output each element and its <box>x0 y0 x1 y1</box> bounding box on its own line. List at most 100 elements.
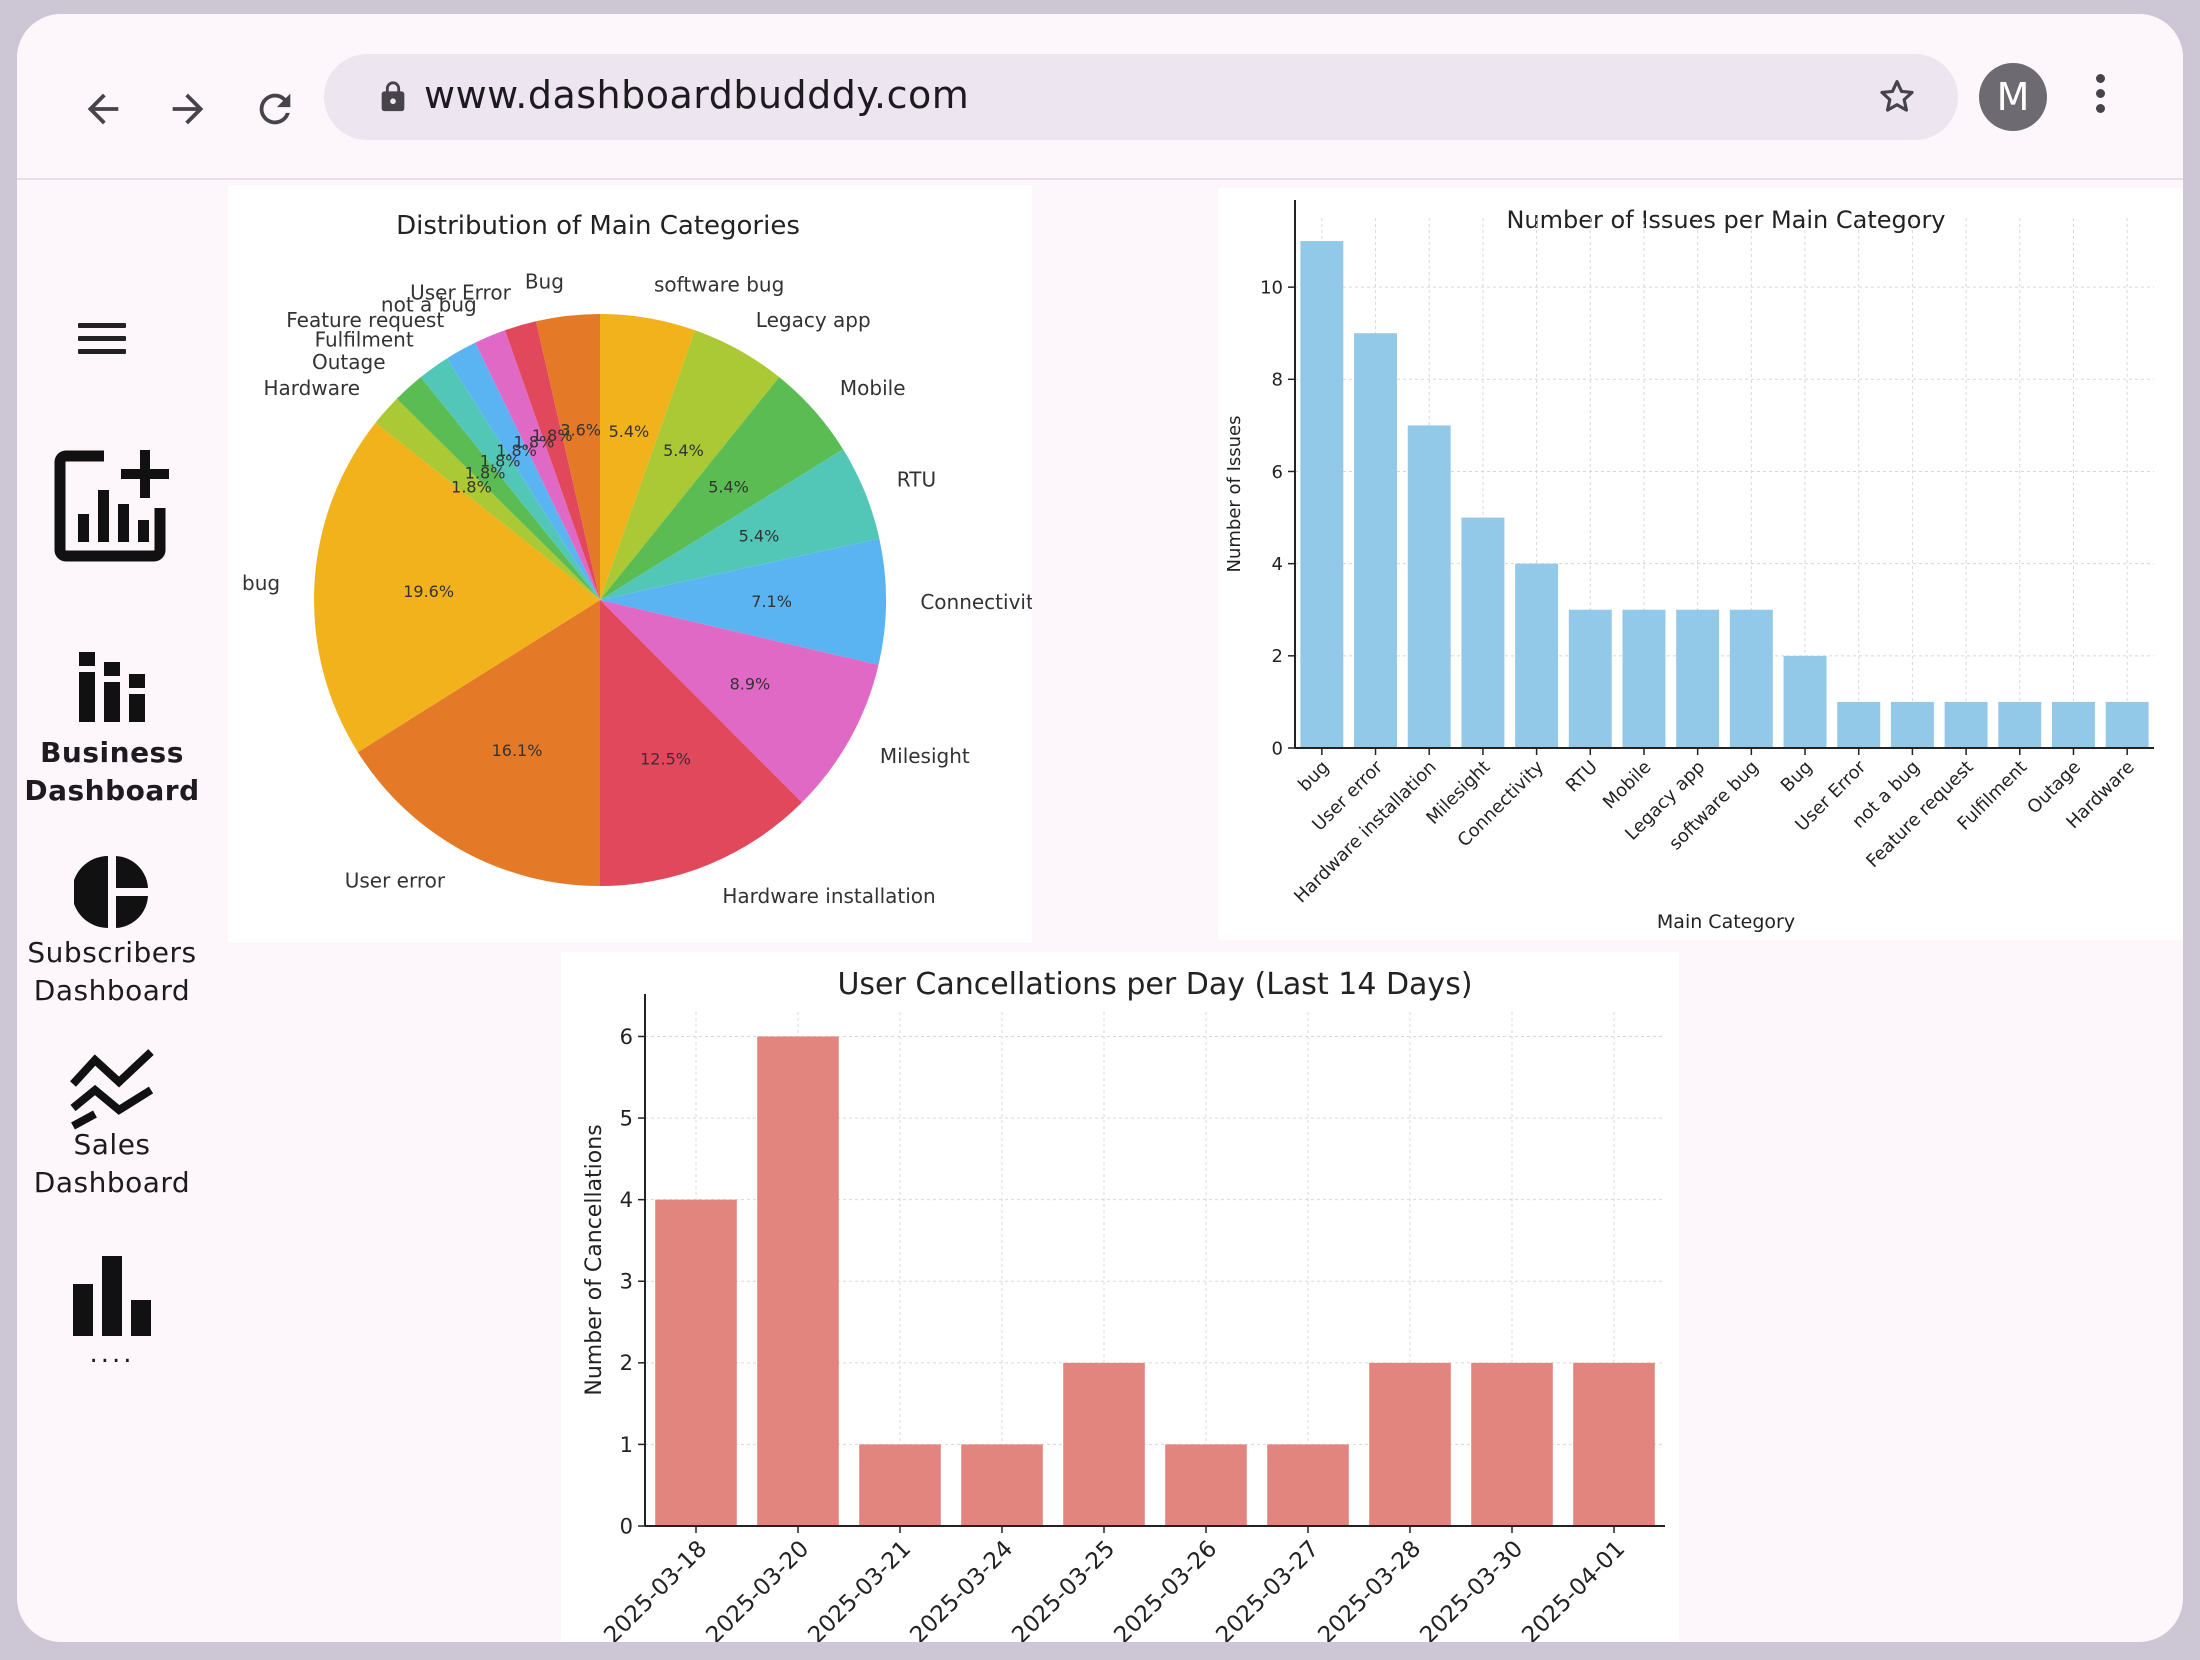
pie-label-user-error: User error <box>345 868 446 892</box>
pie-label-rtu: RTU <box>897 468 936 492</box>
issues-bar-user-error <box>1354 333 1398 748</box>
pie-label-fulfilment: Fulfilment <box>315 327 414 351</box>
sidebar-item-add-chart[interactable] <box>17 450 207 562</box>
back-button[interactable] <box>63 69 143 149</box>
account-avatar[interactable]: M <box>1979 63 2047 131</box>
cancellations-bar-2025-04-01 <box>1573 1362 1655 1526</box>
issues-bar-feature-request <box>1944 701 1988 748</box>
sidebar-item-business-dashboard[interactable]: Business Dashboard <box>17 652 207 810</box>
issues-bar-outage <box>2051 701 2095 748</box>
pie-slice-feature-request <box>447 342 600 600</box>
cancellations-plot-area: 01234562025-03-182025-03-202025-03-21202… <box>599 994 1665 1642</box>
cancellations-xtick-label-2025-03-18: 2025-03-18 <box>599 1536 712 1642</box>
cancellations-xtick-label-2025-03-21: 2025-03-21 <box>803 1536 916 1642</box>
cancellations-xtick-label-2025-03-27: 2025-03-27 <box>1211 1536 1324 1642</box>
pie-slice-fulfilment <box>420 358 600 600</box>
issues-bar-bug <box>1300 241 1344 748</box>
sidebar-more-dots: .... <box>89 1339 135 1369</box>
issues-bar-hardware-installation <box>1407 425 1451 748</box>
cancellations-bar-2025-03-27 <box>1267 1444 1349 1526</box>
cancellations-bar-2025-03-18 <box>655 1199 737 1526</box>
cancellations-bar-chart: User Cancellations per Day (Last 14 Days… <box>582 967 1665 1642</box>
pie-pct-milesight: 8.9% <box>730 674 771 693</box>
issues-ytick-label: 4 <box>1272 554 1283 575</box>
pie-pct-hardware-installation: 12.5% <box>640 750 691 769</box>
cancellations-ytick-label: 1 <box>620 1433 633 1457</box>
pie-chart-panel: Distribution of Main Categories software… <box>228 186 1032 942</box>
cancellations-bar-2025-03-24 <box>961 1444 1043 1526</box>
pie-pct-fulfilment: 1.8% <box>480 451 521 470</box>
cancellations-chart-title: User Cancellations per Day (Last 14 Days… <box>837 967 1472 1002</box>
issues-xtick-label-rtu: RTU <box>1562 757 1602 797</box>
pie-label-feature-request: Feature request <box>286 308 444 332</box>
reload-icon <box>259 93 291 125</box>
pie-slice-rtu <box>600 449 880 600</box>
issues-bar-milesight <box>1461 517 1505 748</box>
issues-bar-chart: Number of Issues per Main Category Numbe… <box>1224 200 2154 933</box>
pie-pct-outage: 1.8% <box>465 464 506 483</box>
issues-chart-title: Number of Issues per Main Category <box>1506 206 1945 234</box>
cancellations-xtick-label-2025-03-20: 2025-03-20 <box>701 1536 814 1642</box>
hamburger-menu-icon[interactable] <box>78 323 126 359</box>
pie-label-hardware-installation: Hardware installation <box>722 884 935 908</box>
issues-bar-user-error <box>1837 701 1881 748</box>
pie-slice-hardware <box>375 398 600 600</box>
issues-ytick-label: 2 <box>1272 646 1283 667</box>
sidebar-item-more[interactable]: .... <box>17 1256 207 1369</box>
issues-ytick-label: 6 <box>1272 462 1283 483</box>
pie-pct-bug: 3.6% <box>560 420 601 439</box>
pie-pct-user-error: 16.1% <box>492 741 543 760</box>
back-arrow-icon <box>87 93 119 125</box>
toolbar-divider <box>17 178 2183 180</box>
cancellations-xtick-label-2025-03-30: 2025-03-30 <box>1415 1536 1528 1642</box>
pie-label-bug: bug <box>242 571 280 595</box>
cancellations-bar-2025-03-26 <box>1165 1444 1247 1526</box>
cancellations-ytick-label: 6 <box>620 1025 633 1049</box>
pie-pct-mobile: 5.4% <box>708 477 749 496</box>
pie-pct-bug: 19.6% <box>403 582 454 601</box>
pie-label-bug: Bug <box>525 270 564 294</box>
bar-chart-icon <box>73 1256 151 1336</box>
cancellations-xtick-label-2025-03-24: 2025-03-24 <box>905 1536 1018 1642</box>
cancellations-bar-2025-03-25 <box>1063 1362 1145 1526</box>
pie-pct-not-a-bug: 1.8% <box>514 433 555 452</box>
issues-bar-legacy-app <box>1676 609 1720 748</box>
reload-button[interactable] <box>235 69 315 149</box>
pie-label-milesight: Milesight <box>880 744 970 768</box>
more-vert-icon[interactable] <box>2085 70 2115 126</box>
add-chart-icon <box>54 450 169 562</box>
pie-label-software-bug: software bug <box>654 272 784 296</box>
pie-label-outage: Outage <box>312 350 386 374</box>
issues-x-axis-label: Main Category <box>1657 911 1795 933</box>
pie-slice-bug <box>314 422 600 753</box>
pie-labels-group: software bug 5.4% Legacy app 5.4% Mobile 5.4%… <box>242 270 1032 908</box>
url-text[interactable]: www.dashboardbudddy.com <box>424 73 970 117</box>
sidebar-label-subscribers-2: Dashboard <box>33 974 191 1007</box>
cancellations-xtick-label-2025-03-25: 2025-03-25 <box>1007 1536 1120 1642</box>
zigzag-trend-icon <box>70 1049 154 1130</box>
sidebar-item-sales-dashboard[interactable]: Sales Dashboard <box>17 1046 207 1202</box>
pie-slice-mobile <box>600 377 844 600</box>
sidebar-item-subscribers-dashboard[interactable]: Subscribers Dashboard <box>17 854 207 1010</box>
pie-label-not-a-bug: not a bug <box>381 292 477 316</box>
pie-label-hardware: Hardware <box>264 376 361 400</box>
sidebar-label-business-1: Business <box>40 736 184 769</box>
star-icon[interactable] <box>1876 76 1918 118</box>
lock-icon[interactable] <box>376 80 410 114</box>
forward-button[interactable] <box>148 69 228 149</box>
pie-chart: Distribution of Main Categories software… <box>242 211 1032 908</box>
cancellations-xtick-label-2025-03-28: 2025-03-28 <box>1313 1536 1426 1642</box>
issues-y-axis-label: Number of Issues <box>1224 415 1245 572</box>
pie-slice-hardware-installation <box>600 600 802 886</box>
cancellations-bar-2025-03-28 <box>1369 1362 1451 1526</box>
cancellations-ytick-label: 5 <box>620 1106 633 1130</box>
business-bars-icon <box>79 652 145 722</box>
cancellations-bar-2025-03-21 <box>859 1444 941 1526</box>
app-window: www.dashboardbudddy.com M <box>17 14 2183 1642</box>
cancellations-xtick-label-2025-03-26: 2025-03-26 <box>1109 1536 1222 1642</box>
pie-pct-legacy-app: 5.4% <box>663 441 704 460</box>
pie-label-user-error: User Error <box>410 280 511 304</box>
issues-xtick-label-bug: bug <box>1294 757 1333 796</box>
cancellations-ytick-label: 3 <box>620 1270 633 1294</box>
address-bar[interactable]: www.dashboardbudddy.com <box>324 54 1958 140</box>
